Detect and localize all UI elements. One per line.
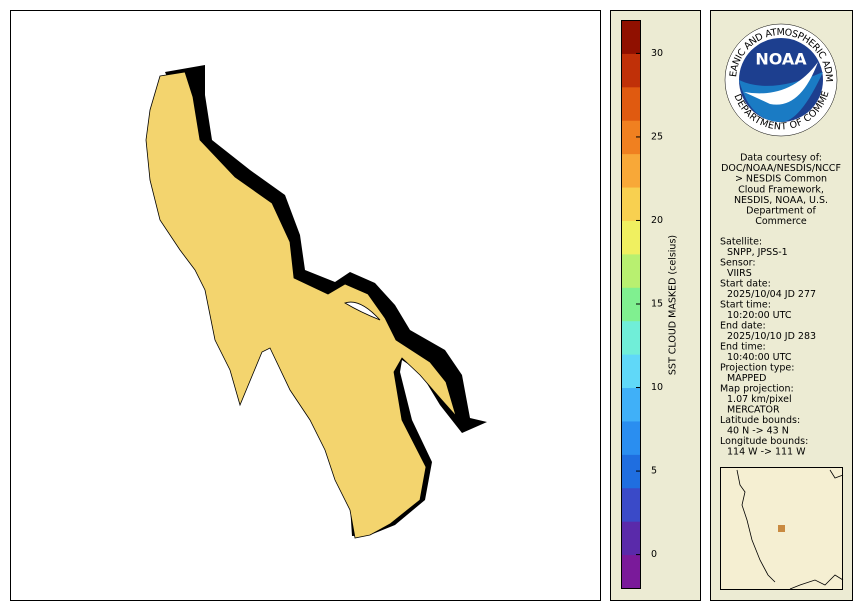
meta-label: End time:: [720, 342, 766, 353]
meta-value: VIIRS: [727, 268, 752, 279]
meta-value: 2025/10/04 JD 277: [727, 289, 816, 300]
colorbar-band: [621, 521, 640, 556]
colorbar-tick-label: 5: [651, 466, 657, 477]
colorbar-band: [621, 253, 640, 288]
colorbar-band: [621, 320, 640, 355]
meta-value: SNPP, JPSS-1: [727, 247, 788, 258]
meta-label: Satellite:: [720, 237, 762, 248]
colorbar-band: [621, 354, 640, 389]
colorbar-band: [621, 420, 640, 455]
colorbar-tick-label: 15: [651, 299, 663, 310]
meta-label: Map projection:: [720, 384, 794, 395]
meta-label: Longitude bounds:: [720, 436, 808, 447]
colorbar-band: [621, 287, 640, 322]
credit-line: Commerce: [755, 216, 807, 227]
credit-line: DOC/NOAA/NESDIS/NCCF: [721, 163, 841, 174]
colorbar-tick-label: 10: [651, 382, 663, 393]
meta-label: Start date:: [720, 279, 771, 290]
colorbar-frame: [621, 20, 641, 589]
credit-line: Data courtesy of:: [740, 153, 822, 164]
meta-value: 114 W -> 111 W: [727, 447, 806, 458]
colorbar-band: [621, 187, 640, 221]
colorbar-band: [621, 454, 640, 489]
colorbar-band: [621, 487, 640, 522]
colorbar-band: [621, 20, 640, 54]
meta-label: Start time:: [720, 300, 771, 311]
credit-line: > NESDIS Common: [735, 174, 827, 185]
credit-line: Department of: [746, 206, 816, 217]
colorbar-band: [621, 53, 640, 88]
colorbar-band: [621, 220, 640, 255]
colorbar-band: [621, 554, 640, 589]
meta-value: MERCATOR: [727, 405, 780, 416]
credit-line: NESDIS, NOAA, U.S.: [734, 195, 828, 206]
colorbar-tick-label: 30: [651, 48, 663, 59]
meta-value: MAPPED: [727, 373, 766, 384]
colorbar-band: [621, 86, 640, 121]
colorbar-band: [621, 387, 640, 422]
meta-label: Projection type:: [720, 363, 794, 374]
colorbar-tick-label: 20: [651, 215, 663, 226]
logo-text: NOAA: [755, 50, 807, 69]
meta-label: Latitude bounds:: [720, 415, 800, 426]
meta-value: 2025/10/10 JD 283: [727, 331, 816, 342]
credit-line: Cloud Framework,: [738, 184, 824, 195]
inset-map: [720, 467, 844, 590]
meta-label: Sensor:: [720, 258, 756, 269]
meta-value: 10:20:00 UTC: [727, 310, 792, 321]
colorbar-band: [621, 120, 640, 155]
meta-label: End date:: [720, 321, 766, 332]
meta-value: 10:40:00 UTC: [727, 352, 792, 363]
colorbar-band: [621, 153, 640, 188]
colorbar-label: SST CLOUD MASKED (celsius): [668, 235, 679, 375]
meta-value: 1.07 km/pixel: [727, 394, 792, 405]
meta-value: 40 N -> 43 N: [727, 426, 789, 437]
colorbar-tick-label: 0: [651, 549, 657, 560]
lake: [145, 65, 487, 539]
colorbar-tick-label: 25: [651, 131, 663, 142]
